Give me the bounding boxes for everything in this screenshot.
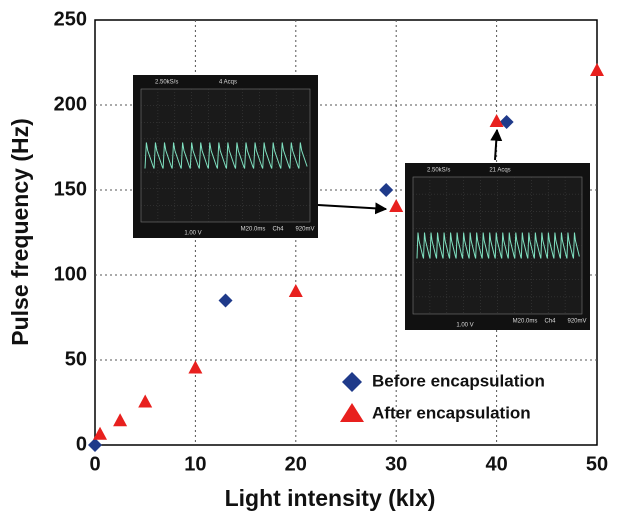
inset-label: 920mV [567, 319, 586, 325]
inset-label: 2.50kS/s [155, 80, 178, 86]
point [88, 438, 102, 452]
waveform [416, 232, 580, 259]
x-tick-label: 10 [184, 453, 206, 475]
point [218, 293, 233, 308]
point [288, 284, 303, 297]
legend-marker [342, 372, 362, 392]
legend-label: Before encapsulation [372, 371, 545, 390]
x-tick-label: 40 [485, 453, 507, 475]
point [379, 183, 394, 197]
legend-marker [340, 403, 364, 422]
waveform [144, 142, 308, 169]
point [499, 115, 514, 129]
inset-label: 1.00 V [184, 231, 201, 237]
inset-label: Ch4 [272, 227, 284, 233]
x-tick-label: 30 [385, 453, 407, 475]
point [489, 114, 504, 127]
point [93, 426, 108, 440]
y-tick-label: 200 [54, 93, 87, 115]
x-tick-label: 20 [285, 453, 307, 475]
inset-label: Ch4 [544, 319, 556, 325]
arrow [317, 202, 388, 215]
x-axis-title: Light intensity (klx) [225, 485, 436, 511]
point [590, 63, 604, 76]
plot-frame [94, 19, 598, 446]
y-tick-label: 50 [65, 348, 87, 370]
inset-label: M20.0ms [513, 319, 538, 325]
legend-label: After encapsulation [372, 403, 531, 422]
y-tick-label: 100 [54, 263, 87, 285]
point [389, 199, 404, 212]
point [113, 413, 128, 427]
inset-label: 21 Acqs [489, 168, 510, 174]
inset-label: 1.00 V [456, 323, 473, 329]
point [188, 360, 203, 374]
y-axis-title: Pulse frequency (Hz) [7, 118, 33, 346]
point [138, 394, 153, 408]
inset-label: 920mV [295, 227, 314, 233]
arrow [490, 128, 503, 161]
inset-label: 2.50kS/s [427, 168, 450, 174]
x-tick-label: 50 [586, 453, 608, 475]
inset-label: 4 Acqs [219, 80, 237, 86]
y-tick-label: 0 [76, 433, 87, 455]
y-tick-label: 250 [54, 8, 87, 30]
x-tick-label: 0 [89, 453, 100, 475]
y-tick-label: 150 [54, 178, 87, 200]
inset-label: M20.0ms [241, 227, 266, 233]
